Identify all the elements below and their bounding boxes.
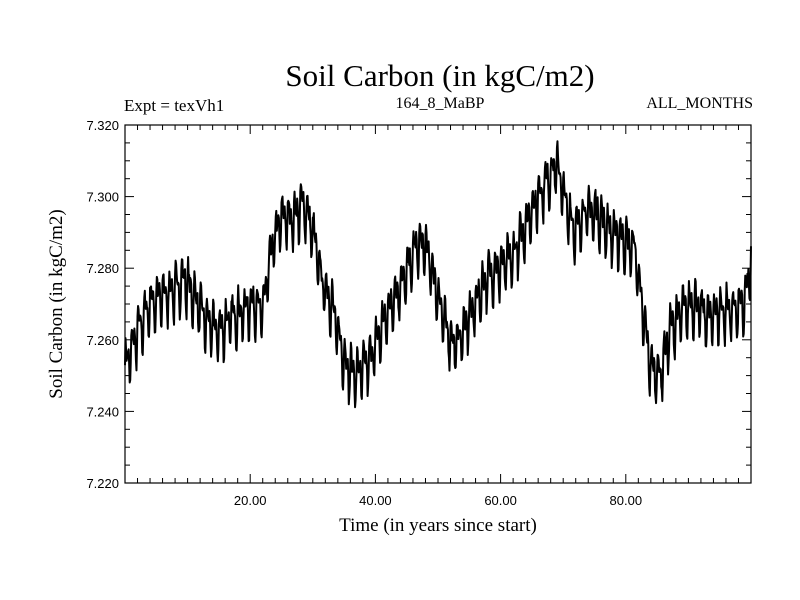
x-axis-label: Time (in years since start) [339,515,537,536]
x-tick-label: 80.00 [610,493,643,508]
x-tick-label: 40.00 [359,493,392,508]
x-tick-label: 60.00 [484,493,517,508]
x-tick-label: 20.00 [234,493,267,508]
y-tick-label: 7.280 [86,261,119,276]
y-tick-label: 7.220 [86,476,119,491]
y-tick-labels: 7.220 7.240 7.260 7.280 7.300 7.320 [86,118,119,491]
y-tick-label: 7.260 [86,333,119,348]
soil-carbon-series-line [124,140,752,409]
y-tick-label: 7.240 [86,404,119,419]
months-label: ALL_MONTHS [646,95,753,112]
y-axis-label: Soil Carbon (in kgC/m2) [46,209,67,398]
plot-frame [124,124,752,484]
chart-title: Soil Carbon (in kgC/m2) [285,58,594,93]
period-label: 164_8_MaBP [396,95,485,112]
experiment-label: Expt = texVh1 [124,96,224,115]
y-tick-label: 7.300 [86,190,119,205]
x-tick-labels: 20.00 40.00 60.00 80.00 [234,493,642,508]
y-tick-label: 7.320 [86,118,119,133]
